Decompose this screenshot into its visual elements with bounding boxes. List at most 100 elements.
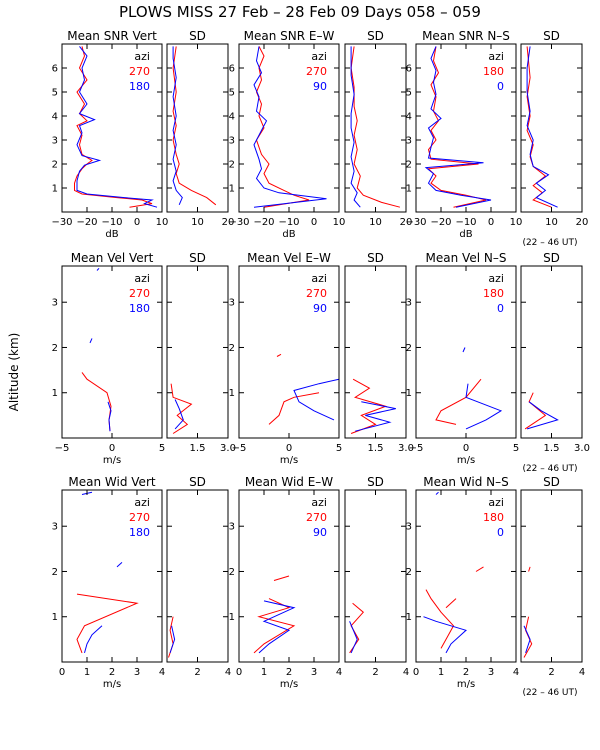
panel-7-series-180-line-1: [174, 399, 184, 430]
panel-16-series-0-line-3: [423, 616, 467, 654]
panel-1-xtick-label-1: 20: [222, 217, 235, 228]
panel-15-title: SD: [367, 475, 384, 489]
panel-12-series-180-line-1: [84, 625, 103, 654]
panel-0-title: Mean SNR Vert: [67, 29, 157, 43]
panel-16-legend-red: 180: [483, 511, 504, 524]
panel-4-series-0-line-1: [424, 46, 492, 208]
panel-6-xlabel: m/s: [103, 455, 121, 466]
panel-7: 1.5 3.0 SD: [166, 251, 236, 454]
panel-8-ytick-label-1: 2: [229, 343, 235, 354]
panel-14: 0 1 2 3 4 1 2 3 Mean Wid E–W m/s azi 270 90: [229, 475, 343, 690]
panel-12-ytick-label-2: 3: [52, 522, 58, 533]
panel-14-xtick-label-3: 3: [311, 667, 317, 678]
panel-3-frame: [344, 43, 407, 213]
panel-10-ytick-label-1: 2: [406, 343, 412, 354]
panel-11: 1.5 3.0 SD: [520, 251, 590, 454]
panel-2-legend-blue: 90: [313, 80, 327, 93]
panel-15-series-90-line-1: [349, 621, 358, 654]
panel-7-xtick-label-0: 1.5: [190, 443, 206, 454]
panel-0-xlabel: dB: [105, 229, 118, 240]
panel-8-ytick-label-0: 1: [229, 388, 235, 399]
panel-10-legend-blue: 0: [497, 302, 504, 315]
panel-8-title: Mean Vel E–W: [247, 251, 331, 265]
panel-12-legend-blue: 180: [129, 526, 150, 539]
panel-12-series-180-line-2: [116, 562, 123, 568]
panel-0-series-270-line-0: [74, 46, 153, 208]
panel-4-xlabel: dB: [459, 229, 472, 240]
panel-12-series-270-line-0: [76, 593, 139, 654]
panel-2-legend-red: 270: [306, 65, 327, 78]
panel-4-xtick-label-1: −20: [430, 217, 451, 228]
panel-17-xtick-label-0: 2: [548, 667, 554, 678]
panel-3-title: SD: [367, 29, 384, 43]
panel-0-ytick-label-4: 5: [52, 88, 58, 99]
panel-13-xtick-label-1: 4: [225, 667, 231, 678]
panel-4-ytick-label-3: 4: [406, 112, 412, 123]
panel-11-series-0-line-1: [526, 401, 559, 430]
panel-12-xlabel: m/s: [103, 679, 121, 690]
panel-6-xtick-label-0: −5: [55, 443, 70, 454]
panel-12-xtick-label-4: 4: [159, 667, 165, 678]
panel-14-series-270-line-1: [273, 575, 290, 581]
panel-10-legend-red: 180: [483, 287, 504, 300]
panel-5-series-180-line-0: [526, 46, 552, 208]
panel-16-legend-blue: 0: [497, 526, 504, 539]
panel-6-legend-blue: 180: [129, 302, 150, 315]
panel-13-frame: [166, 489, 229, 663]
panel-5-xtick-label-0: 10: [545, 217, 558, 228]
panel-4-title: Mean SNR N–S: [422, 29, 510, 43]
panel-9: 1.5 3.0 SD: [344, 251, 414, 454]
panel-0-ytick-label-2: 3: [52, 136, 58, 147]
panel-2-ytick-label-3: 4: [229, 112, 235, 123]
panel-17-frame: [520, 489, 583, 663]
panel-0-ytick-label-1: 2: [52, 160, 58, 171]
panel-6-ytick-label-1: 2: [52, 343, 58, 354]
panel-9-xtick-label-0: 1.5: [368, 443, 384, 454]
panel-6-xtick-label-2: 5: [159, 443, 165, 454]
panel-5-frame: [520, 43, 583, 213]
panel-12-xtick-label-3: 3: [134, 667, 140, 678]
panel-4-legend-blue: 0: [497, 80, 504, 93]
panel-8-xtick-label-2: 5: [336, 443, 342, 454]
panel-7-series-270-line-0: [170, 383, 193, 434]
panel-7-title: SD: [189, 251, 206, 265]
panel-4-ytick-label-5: 6: [406, 64, 412, 75]
panel-8: −5 0 5 1 2 3 Mean Vel E–W m/s azi 270 90: [229, 251, 343, 466]
panel-14-ytick-label-0: 1: [229, 612, 235, 623]
panel-0: −30 −20 −10 0 10 1 2 3 4 5 6 Mean SNR Vert dB azi 270 1…: [51, 29, 168, 240]
panel-0-xtick-label-3: 0: [134, 217, 140, 228]
panel-14-ytick-label-2: 3: [229, 522, 235, 533]
panel-1-xtick-label-0: 10: [191, 217, 204, 228]
panel-0-legend-red: 270: [129, 65, 150, 78]
panel-2-ytick-label-4: 5: [229, 88, 235, 99]
panel-5-series-0-line-1: [526, 46, 558, 208]
panel-6: −5 0 5 1 2 3 Mean Vel Vert m/s azi 270 180: [52, 251, 166, 466]
panel-3-series-90-line-1: [350, 46, 361, 208]
panel-4-ytick-label-1: 2: [406, 160, 412, 171]
panel-7-xtick-label-1: 3.0: [220, 443, 236, 454]
panel-4-xtick-label-0: −30: [405, 217, 426, 228]
panel-8-series-90-line-2: [293, 378, 340, 421]
panel-6-title: Mean Vel Vert: [71, 251, 154, 265]
panel-16-ytick-label-1: 2: [406, 567, 412, 578]
panel-17-xtick-label-1: 4: [579, 667, 585, 678]
panel-4-ytick-label-4: 5: [406, 88, 412, 99]
panel-12-ytick-label-0: 1: [52, 612, 58, 623]
panel-9-frame: [344, 265, 407, 439]
panel-13-xtick-label-0: 2: [194, 667, 200, 678]
panel-10-xtick-label-1: 0: [463, 443, 469, 454]
panel-8-xlabel: m/s: [280, 455, 298, 466]
panel-14-xlabel: m/s: [280, 679, 298, 690]
panel-10-series-0-line-1: [465, 383, 503, 430]
panel-1-series-270-line-0: [172, 46, 217, 206]
panel-11-xtick-label-0: 1.5: [544, 443, 560, 454]
panel-4-legend-title: azi: [488, 50, 504, 63]
panel-14-xtick-label-2: 2: [286, 667, 292, 678]
panel-16-xtick-label-3: 3: [488, 667, 494, 678]
panel-4-xtick-label-3: 0: [488, 217, 494, 228]
panel-0-legend-title: azi: [134, 50, 150, 63]
panel-10-title: Mean Vel N–S: [426, 251, 507, 265]
panel-7-frame: [166, 265, 229, 439]
